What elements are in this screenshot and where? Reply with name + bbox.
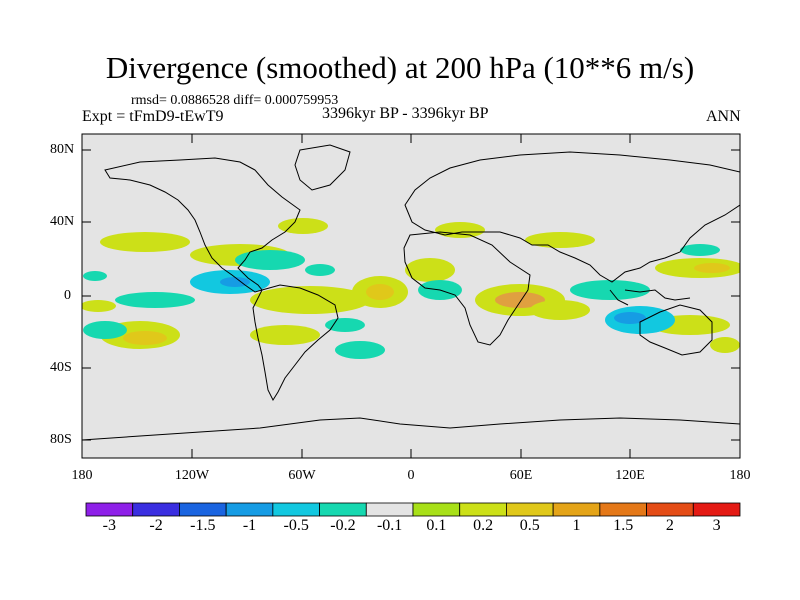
- colorbar-swatch: [506, 502, 554, 517]
- region-pos-arabia: [525, 232, 595, 248]
- colorbar-label: 3: [712, 517, 721, 534]
- region-pos-spac-core: [123, 331, 167, 345]
- region-pos-npac: [100, 232, 190, 252]
- region-pos-wpac-core: [694, 263, 730, 273]
- lon-label-60e: 60E: [509, 468, 533, 483]
- region-neg-samerica: [335, 341, 385, 359]
- colorbar-swatch: [412, 502, 461, 517]
- season-label: ANN: [706, 108, 741, 125]
- region-neg-natl: [305, 264, 335, 276]
- region-neg-central-am-core: [220, 277, 250, 287]
- stats-text: rmsd= 0.0886528 diff= 0.000759953: [131, 93, 339, 108]
- coast-australia: [639, 304, 713, 356]
- region-neg-npac: [83, 271, 107, 281]
- region-pos-natl: [278, 218, 328, 234]
- coast-indonesia: [609, 289, 691, 306]
- colorbar-swatch: [599, 502, 647, 517]
- coast-eurasia: [404, 151, 740, 283]
- colorbar-label: -0.5: [283, 517, 309, 534]
- colorbar-label: 0.5: [519, 517, 540, 534]
- lon-label-60w: 60W: [288, 468, 316, 483]
- colorbar-swatch: [459, 502, 507, 517]
- chart-title: Divergence (smoothed) at 200 hPa (10**6 …: [105, 50, 695, 85]
- lon-label-120w: 120W: [174, 468, 210, 483]
- colorbar-label: 1: [572, 517, 581, 534]
- coast-africa: [403, 231, 531, 346]
- colorbar-label: -0.1: [376, 517, 403, 534]
- region-pos-e-pac: [82, 300, 116, 312]
- region-pos-atlantic-core: [366, 284, 394, 300]
- colorbar-label: 0.1: [426, 517, 447, 534]
- colorbar-swatch: [85, 502, 134, 517]
- colorbar-label: -0.2: [330, 517, 356, 534]
- region-pos-med: [435, 222, 485, 238]
- lon-label-120e: 120E: [615, 468, 645, 483]
- region-pos-satl: [250, 325, 320, 345]
- region-neg-indonesia-core: [614, 312, 646, 324]
- colorbar-swatch: [692, 502, 741, 517]
- region-pos-eq-africa-core: [495, 292, 545, 308]
- region-neg-epac: [115, 292, 195, 308]
- coast-antarctica: [82, 417, 740, 441]
- colorbar-label: 0.2: [473, 517, 494, 534]
- colorbar-label: -1: [242, 517, 257, 534]
- region-neg-spac-west: [83, 321, 127, 339]
- colorbar-swatch: [319, 502, 367, 517]
- colorbar-swatch: [272, 502, 320, 517]
- lat-label-40n: 40N: [50, 214, 75, 229]
- lat-label-0: 0: [64, 288, 71, 303]
- map-ticks: [82, 134, 740, 458]
- lat-label-80n: 80N: [50, 142, 75, 157]
- coastlines: [82, 144, 740, 441]
- region-neg-gulf: [235, 250, 305, 270]
- lon-label-180w: 180: [71, 468, 93, 483]
- region-pos-africa-n: [405, 258, 455, 282]
- experiment-label: Expt = tFmD9-tEwT9: [82, 108, 224, 125]
- coast-greenland: [294, 144, 351, 191]
- region-pos-indian: [530, 300, 590, 320]
- region-pos-tasman: [710, 337, 740, 353]
- colorbar-label: 2: [665, 517, 674, 534]
- colorbar-swatch: [365, 502, 414, 517]
- colorbar-swatch: [179, 502, 227, 517]
- lon-label-180e: 180: [729, 468, 751, 483]
- period-label: 3396kyr BP - 3396kyr BP: [322, 105, 489, 122]
- region-neg-atlantic: [325, 318, 365, 332]
- lat-label-40s: 40S: [50, 360, 72, 375]
- colorbar-swatch: [132, 502, 180, 517]
- colorbar-swatch: [552, 502, 601, 517]
- colorbar-swatch: [225, 502, 274, 517]
- lat-label-80s: 80S: [50, 432, 72, 447]
- colorbar-label: 1.5: [613, 517, 634, 534]
- region-neg-wpac-n: [680, 244, 720, 256]
- positive-divergence-regions: [82, 218, 740, 353]
- region-pos-amazon: [250, 286, 370, 314]
- lon-label-0: 0: [407, 468, 415, 483]
- coast-north-america: [104, 157, 301, 293]
- colorbar-label: -3: [102, 517, 116, 534]
- coast-south-america: [252, 284, 339, 402]
- colorbar-label: -1.5: [190, 517, 216, 534]
- colorbar-swatch: [646, 502, 694, 517]
- colorbar-label: -2: [149, 517, 163, 534]
